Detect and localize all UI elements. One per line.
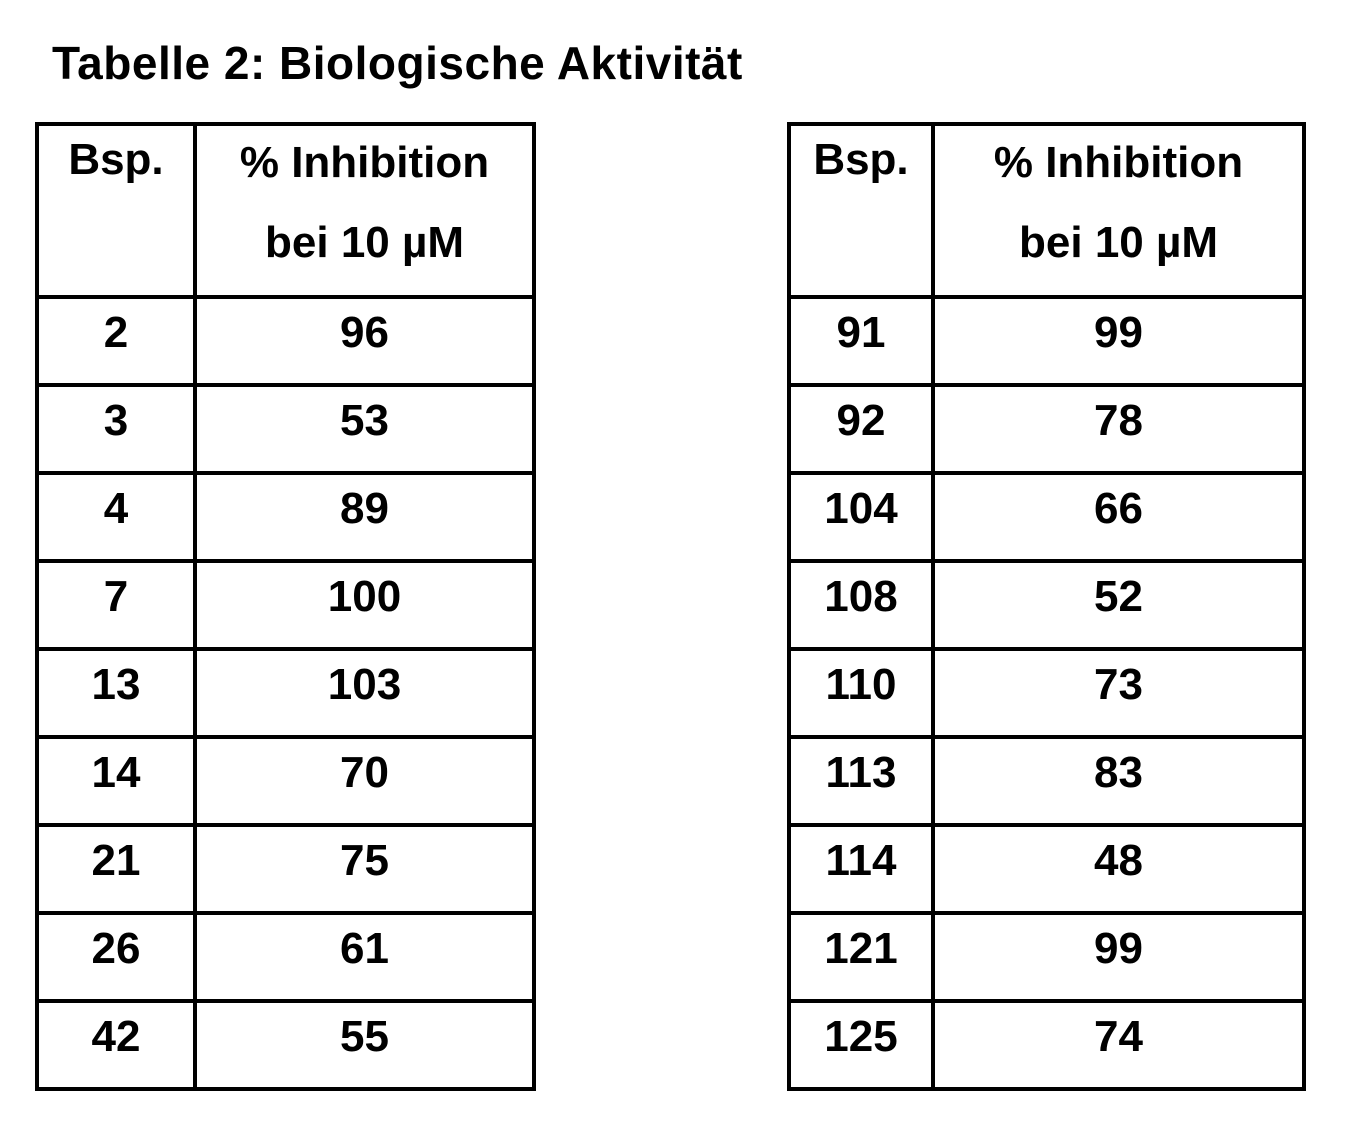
table-row: 121 99 <box>787 911 1306 1003</box>
inhibition-cell: 103 <box>193 647 536 739</box>
table-row: 42 55 <box>35 999 536 1091</box>
table-row: 7 100 <box>35 559 536 651</box>
header-inhibition-line2: bei 10 µM <box>1019 218 1218 267</box>
inhibition-cell: 55 <box>193 999 536 1091</box>
table-row: 14 70 <box>35 735 536 827</box>
table-row: 91 99 <box>787 295 1306 387</box>
bsp-cell: 121 <box>787 911 935 1003</box>
bsp-cell: 114 <box>787 823 935 915</box>
bsp-cell: 108 <box>787 559 935 651</box>
inhibition-cell: 99 <box>931 295 1306 387</box>
bsp-cell: 26 <box>35 911 197 1003</box>
table-row: 26 61 <box>35 911 536 1003</box>
table-row: 125 74 <box>787 999 1306 1091</box>
table-row: 21 75 <box>35 823 536 915</box>
inhibition-cell: 52 <box>931 559 1306 651</box>
bsp-cell: 113 <box>787 735 935 827</box>
bsp-cell: 13 <box>35 647 197 739</box>
table-row: 4 89 <box>35 471 536 563</box>
table-row: 113 83 <box>787 735 1306 827</box>
inhibition-cell: 99 <box>931 911 1306 1003</box>
page-title: Tabelle 2: Biologische Aktivität <box>52 37 743 89</box>
table-row: 13 103 <box>35 647 536 739</box>
activity-table-right: Bsp. % Inhibition bei 10 µM 91 99 92 78 … <box>787 122 1306 1091</box>
col-header-inhibition: % Inhibition bei 10 µM <box>931 122 1306 299</box>
bsp-cell: 21 <box>35 823 197 915</box>
table-header-row: Bsp. % Inhibition bei 10 µM <box>35 122 536 299</box>
inhibition-cell: 66 <box>931 471 1306 563</box>
inhibition-cell: 70 <box>193 735 536 827</box>
bsp-cell: 3 <box>35 383 197 475</box>
header-inhibition-line1: % Inhibition <box>993 138 1244 187</box>
table-header-row: Bsp. % Inhibition bei 10 µM <box>787 122 1306 299</box>
bsp-cell: 42 <box>35 999 197 1091</box>
inhibition-cell: 53 <box>193 383 536 475</box>
col-header-inhibition: % Inhibition bei 10 µM <box>193 122 536 299</box>
table-row: 104 66 <box>787 471 1306 563</box>
bsp-cell: 104 <box>787 471 935 563</box>
header-inhibition-line2: bei 10 µM <box>265 218 464 267</box>
bsp-cell: 125 <box>787 999 935 1091</box>
col-header-bsp: Bsp. <box>35 122 197 299</box>
header-inhibition-line1: % Inhibition <box>239 138 490 187</box>
inhibition-cell: 89 <box>193 471 536 563</box>
inhibition-cell: 73 <box>931 647 1306 739</box>
col-header-bsp: Bsp. <box>787 122 935 299</box>
bsp-cell: 7 <box>35 559 197 651</box>
table-row: 92 78 <box>787 383 1306 475</box>
bsp-cell: 92 <box>787 383 935 475</box>
bsp-cell: 14 <box>35 735 197 827</box>
bsp-cell: 91 <box>787 295 935 387</box>
inhibition-cell: 78 <box>931 383 1306 475</box>
inhibition-cell: 61 <box>193 911 536 1003</box>
table-row: 3 53 <box>35 383 536 475</box>
table-row: 110 73 <box>787 647 1306 739</box>
activity-table-left: Bsp. % Inhibition bei 10 µM 2 96 3 53 4 … <box>35 122 536 1091</box>
bsp-cell: 4 <box>35 471 197 563</box>
table-row: 114 48 <box>787 823 1306 915</box>
inhibition-cell: 96 <box>193 295 536 387</box>
table-row: 2 96 <box>35 295 536 387</box>
inhibition-cell: 74 <box>931 999 1306 1091</box>
bsp-cell: 2 <box>35 295 197 387</box>
inhibition-cell: 48 <box>931 823 1306 915</box>
inhibition-cell: 83 <box>931 735 1306 827</box>
table-row: 108 52 <box>787 559 1306 651</box>
inhibition-cell: 75 <box>193 823 536 915</box>
bsp-cell: 110 <box>787 647 935 739</box>
inhibition-cell: 100 <box>193 559 536 651</box>
